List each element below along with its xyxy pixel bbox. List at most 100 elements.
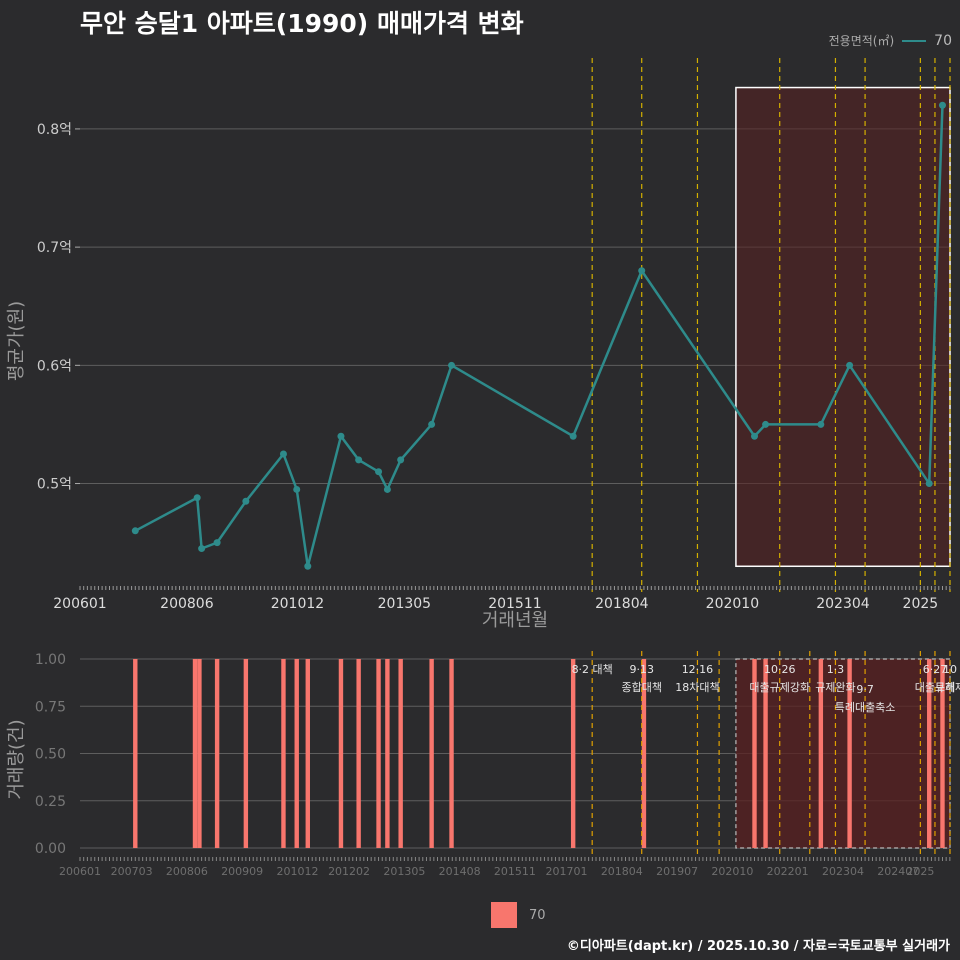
data-point [304, 562, 312, 570]
highlight-region [735, 86, 951, 568]
data-point [293, 485, 301, 493]
bar-x-tick-label: 201305 [383, 865, 425, 878]
bar-x-tick-label: 201012 [276, 865, 318, 878]
policy-name-label: 18차대책 [675, 681, 719, 694]
bar-y-tick-label: 0.00 [35, 841, 66, 857]
bar [818, 659, 824, 848]
policy-name-label: 종합대책 [621, 681, 661, 694]
y-tick-label: 0.8억 [37, 122, 72, 138]
policy-date-label: 10 [943, 663, 957, 676]
bar-x-tick-label: 201202 [328, 865, 370, 878]
policy-name-label: 대출규제강화 [749, 681, 810, 694]
policy-date-label: 12·16 [682, 663, 714, 676]
bar [398, 659, 403, 848]
y-axis-title: 평균가(원) [6, 301, 27, 381]
data-point [355, 456, 363, 464]
y-tick-label: 0.6억 [37, 358, 72, 374]
data-point [383, 485, 391, 493]
bar-x-tick-label: 201804 [601, 865, 643, 878]
policy-date-label: 8·2 대책 [572, 663, 613, 676]
data-point [242, 497, 250, 505]
bar [305, 659, 310, 848]
bar-x-tick-label: 201907 [656, 865, 698, 878]
bar [133, 659, 138, 848]
bar [214, 659, 220, 848]
data-point [925, 480, 933, 488]
x-tick-label: 2025 [903, 596, 939, 612]
bar [570, 659, 576, 848]
bar-x-tick-label: 202407 [877, 865, 919, 878]
legend-bottom-label: 70 [529, 907, 546, 923]
bar [449, 659, 454, 848]
legend-line-swatch [902, 39, 927, 42]
chart-title: 무안 승달1 아파트(1990) 매매가격 변화 [80, 9, 524, 38]
y-tick-label: 0.5억 [37, 477, 72, 493]
bar-highlight-region [735, 658, 951, 849]
bar [641, 659, 647, 848]
legend-top: 전용면적(㎡) 70 [829, 32, 952, 49]
bar [752, 659, 757, 848]
policy-date-label: 9·7 [856, 683, 874, 696]
bar [940, 659, 945, 848]
data-point [375, 468, 383, 476]
x-tick-label: 202304 [816, 596, 870, 612]
bar-y-tick-label: 0.25 [35, 794, 66, 810]
bar [847, 659, 852, 848]
bar [294, 659, 299, 848]
bar [243, 659, 249, 848]
x-tick-label: 200806 [160, 596, 214, 612]
bar [197, 659, 202, 848]
policy-date-label: 9·13 [629, 663, 654, 676]
bar-y-tick-label: 0.75 [35, 699, 66, 715]
bar-y-axis-title: 거래량(건) [6, 719, 27, 799]
x-tick-label: 201305 [378, 596, 431, 612]
legend-label: 70 [934, 32, 952, 49]
data-point [448, 361, 456, 369]
policy-date-label: 1·3 [827, 663, 845, 676]
bar [356, 659, 361, 848]
bar-x-tick-label: 202010 [711, 865, 753, 878]
data-point [193, 494, 201, 502]
policy-name-label: 토허제 [935, 681, 960, 694]
bar-x-tick-label: 200806 [166, 865, 208, 878]
bar-x-tick-label: 200601 [59, 865, 101, 878]
bar-x-tick-label: 202304 [822, 865, 864, 878]
bar-x-tick-label: 200909 [221, 865, 263, 878]
data-point [638, 267, 646, 275]
legend-title: 전용면적(㎡) [828, 34, 895, 48]
footer-credit: ©디아파트(dapt.kr) / 2025.10.30 / 자료=국토교통부 실… [566, 939, 950, 954]
x-axis-title: 거래년월 [482, 610, 548, 631]
bar-x-tick-label: 2025 [906, 865, 934, 878]
bar [192, 659, 198, 848]
data-point [817, 420, 825, 428]
legend-bar-swatch [491, 902, 517, 928]
bar [763, 659, 768, 848]
policy-date-label: 6·27 [923, 663, 948, 676]
bar-y-tick-label: 1.00 [35, 652, 66, 668]
bar-y-tick-label: 0.50 [35, 747, 66, 763]
policy-name-label: 규제완화 [815, 681, 855, 694]
bar [281, 659, 286, 848]
x-tick-label: 201804 [595, 596, 649, 612]
data-point [337, 432, 345, 440]
bar-x-tick-label: 200703 [111, 865, 153, 878]
data-point [428, 420, 436, 428]
x-tick-label: 201511 [488, 596, 541, 612]
bar [338, 659, 344, 848]
legend-bottom: 70 [491, 902, 546, 928]
data-point [569, 432, 577, 440]
data-point [762, 420, 770, 428]
bar [429, 659, 434, 848]
bar-x-tick-label: 201511 [494, 865, 536, 878]
x-tick-label: 200601 [53, 596, 106, 612]
data-point [397, 456, 405, 464]
data-point [846, 361, 854, 369]
policy-name-label: 특례대출축소 [835, 701, 896, 714]
data-point [751, 432, 759, 440]
data-point [279, 450, 287, 458]
bar [927, 659, 932, 848]
policy-name-label: 대출규제 [915, 681, 955, 694]
bar [376, 659, 381, 848]
bar-x-tick-label: 201408 [439, 865, 481, 878]
